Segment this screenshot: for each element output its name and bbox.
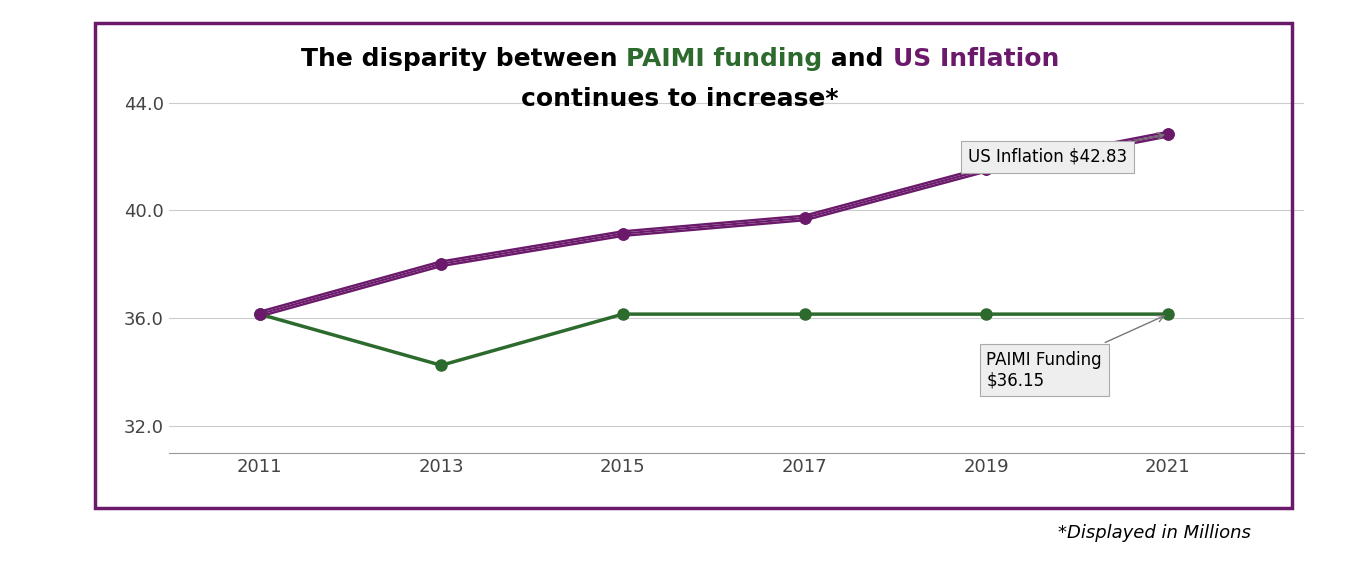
Text: The disparity between: The disparity between — [301, 47, 626, 71]
Text: PAIMI Funding
$36.15: PAIMI Funding $36.15 — [986, 316, 1164, 390]
Text: US Inflation: US Inflation — [892, 47, 1059, 71]
Text: *Displayed in Millions: *Displayed in Millions — [1058, 524, 1251, 542]
Text: continues to increase*: continues to increase* — [521, 87, 839, 111]
Text: PAIMI funding: PAIMI funding — [626, 47, 823, 71]
Text: and: and — [823, 47, 892, 71]
Text: US Inflation $42.83: US Inflation $42.83 — [968, 133, 1164, 166]
